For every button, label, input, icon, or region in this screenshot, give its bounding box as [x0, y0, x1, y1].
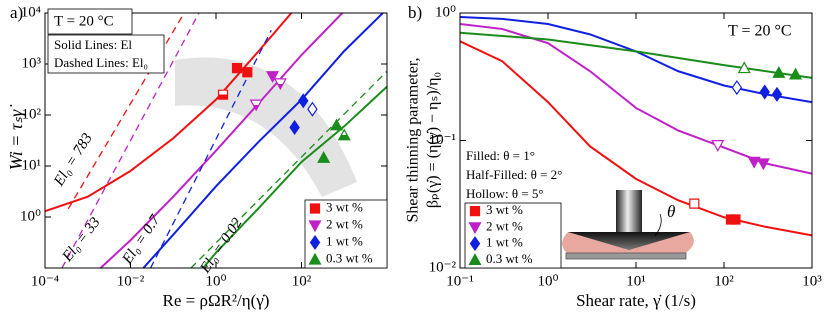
- legend-box: [464, 202, 562, 269]
- marker: [266, 71, 280, 84]
- marker: [789, 67, 803, 80]
- annotation-box: [47, 8, 133, 35]
- annotation: Dashed Lines: El₀: [54, 55, 148, 70]
- annotation: Filled: θ = 1°: [466, 148, 535, 163]
- legend-label: 1 wt %: [326, 233, 363, 248]
- marker: [730, 214, 741, 225]
- curve: [142, 13, 384, 268]
- x-tick-label: 10²: [292, 273, 312, 289]
- y-axis-label: Wi = τₛγ̇: [6, 104, 26, 170]
- legend-label: 3 wt %: [326, 199, 363, 214]
- curve: [460, 31, 812, 79]
- marker: [711, 140, 725, 152]
- marker: [330, 118, 344, 131]
- marker: [759, 84, 770, 100]
- marker: [289, 119, 300, 136]
- y-axis-label: βₚ(γ̇) = (η(γ̇) − ηₛ)/η₀: [425, 72, 442, 208]
- legend-marker: [308, 252, 322, 265]
- curve: [45, 13, 293, 213]
- y-tick-label: 10¹: [22, 157, 42, 173]
- curve: [460, 40, 812, 237]
- x-tick-label: 10⁻¹: [446, 273, 473, 289]
- x-tick-label: 10⁻²: [117, 273, 145, 289]
- legend-marker: [468, 222, 482, 235]
- cone: [568, 232, 690, 250]
- marker: [317, 151, 331, 163]
- marker: [231, 63, 243, 74]
- x-axis-label: Shear rate, γ̇ (1/s): [576, 291, 696, 310]
- marker: [307, 101, 318, 117]
- y-axis-label: Shear thinning parameter,: [405, 57, 422, 222]
- marker: [771, 86, 783, 102]
- marker: [298, 93, 309, 109]
- y-tick-label: 10⁰: [435, 4, 456, 20]
- marker: [217, 89, 229, 100]
- legend-label: 0.3 wt %: [326, 250, 373, 265]
- curve: [202, 85, 387, 268]
- x-tick-label: 10¹: [626, 273, 646, 289]
- x-tick-label: 10³: [802, 273, 822, 289]
- annotation: Half-Filled: θ = 2°: [466, 167, 562, 182]
- legend-marker: [468, 253, 482, 265]
- marker: [731, 80, 743, 96]
- y-tick-label: 10²: [22, 106, 42, 122]
- inset-label: θ: [667, 202, 675, 221]
- curve: [61, 13, 200, 268]
- legend-label: 0.3 wt %: [486, 251, 533, 266]
- x-axis-label: Re = ρΩR²/η(γ̇): [163, 291, 270, 310]
- marker: [249, 99, 263, 112]
- annotation: Hollow: θ = 5°: [466, 186, 544, 201]
- legend-marker: [308, 220, 322, 233]
- y-tick-label: 10⁻²: [429, 259, 457, 275]
- marker: [737, 61, 751, 74]
- shaded-band: [175, 57, 357, 197]
- y-tick-label: 10⁴: [21, 4, 41, 20]
- curve: [99, 13, 344, 268]
- marker: [273, 78, 287, 91]
- marker: [689, 198, 700, 209]
- x-tick-label: 10⁰: [205, 273, 226, 289]
- shaft: [616, 190, 642, 234]
- panel-label: a): [10, 3, 23, 22]
- line-label: El₀ = 0.7: [119, 211, 164, 268]
- legend-label: 2 wt %: [486, 218, 523, 233]
- marker: [337, 128, 351, 141]
- legend-marker: [309, 203, 321, 214]
- line-label: El₀ = 783: [51, 131, 96, 190]
- annotation: Solid Lines: El: [54, 37, 132, 52]
- marker: [747, 156, 761, 169]
- y-tick-label: 10⁻¹: [429, 132, 456, 148]
- curve: [67, 13, 185, 210]
- x-tick-label: 10⁻⁴: [31, 273, 59, 289]
- y-tick-label: 10³: [22, 55, 42, 71]
- x-tick-label: 10⁰: [537, 273, 558, 289]
- y-tick-label: 10⁰: [20, 208, 41, 224]
- legend-label: 1 wt %: [486, 235, 523, 250]
- x-tick-label: 10²: [714, 273, 734, 289]
- legend-marker: [469, 206, 481, 217]
- plate: [565, 252, 687, 260]
- marker: [756, 158, 770, 171]
- annotation-box: [47, 34, 165, 74]
- marker: [772, 65, 786, 78]
- annotation: T = 20 °C: [54, 13, 114, 29]
- panel-label: b): [408, 3, 422, 22]
- line-label: El₀ = 33: [59, 215, 104, 266]
- inset-geometry: [562, 190, 694, 260]
- marker: [242, 67, 253, 78]
- curve: [190, 70, 387, 268]
- angle-arc: [654, 213, 662, 237]
- legend-label: 3 wt %: [486, 202, 523, 217]
- legend-label: 2 wt %: [326, 216, 363, 231]
- legend-marker: [309, 234, 321, 251]
- legend-marker: [469, 236, 481, 252]
- annotation: T = 20 °C: [728, 23, 792, 40]
